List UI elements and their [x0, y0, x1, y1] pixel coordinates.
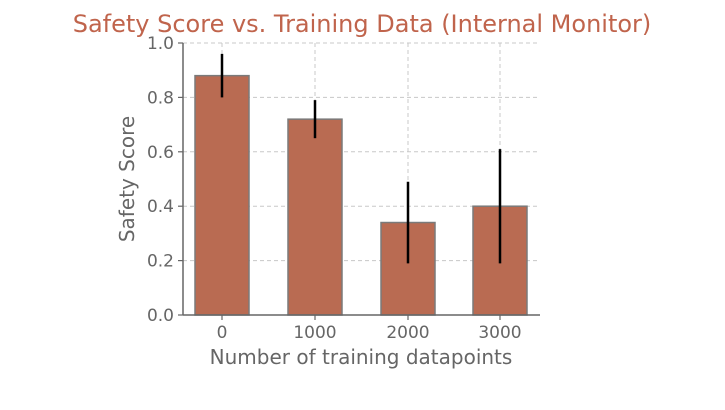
bar-2000: [380, 221, 436, 316]
axes-layer: [178, 42, 540, 320]
y-tick-label: 0.2: [147, 252, 174, 272]
x-tick-label: 0: [217, 323, 228, 343]
y-tick-label: 0.8: [147, 88, 174, 108]
y-axis-label: Safety Score: [115, 116, 139, 242]
chart-title: Safety Score vs. Training Data (Internal…: [73, 10, 652, 38]
y-tick-label: 1.0: [147, 34, 174, 54]
bars-layer: [194, 74, 528, 316]
x-axis-label: Number of training datapoints: [210, 345, 513, 369]
y-tick-label: 0.6: [147, 143, 174, 163]
y-tick-label: 0.4: [147, 197, 174, 217]
x-tick-label: 3000: [478, 323, 521, 343]
y-tick-label: 0.0: [147, 306, 174, 326]
x-tick-label: 1000: [293, 323, 336, 343]
bar-1000: [287, 118, 343, 316]
error-bars-layer: [220, 53, 502, 264]
x-tick-labels: 0 1000 2000 3000: [217, 323, 522, 343]
bar-0: [194, 74, 250, 316]
y-tick-labels: 0.0 0.2 0.4 0.6 0.8 1.0: [147, 34, 174, 326]
x-tick-label: 2000: [386, 323, 429, 343]
